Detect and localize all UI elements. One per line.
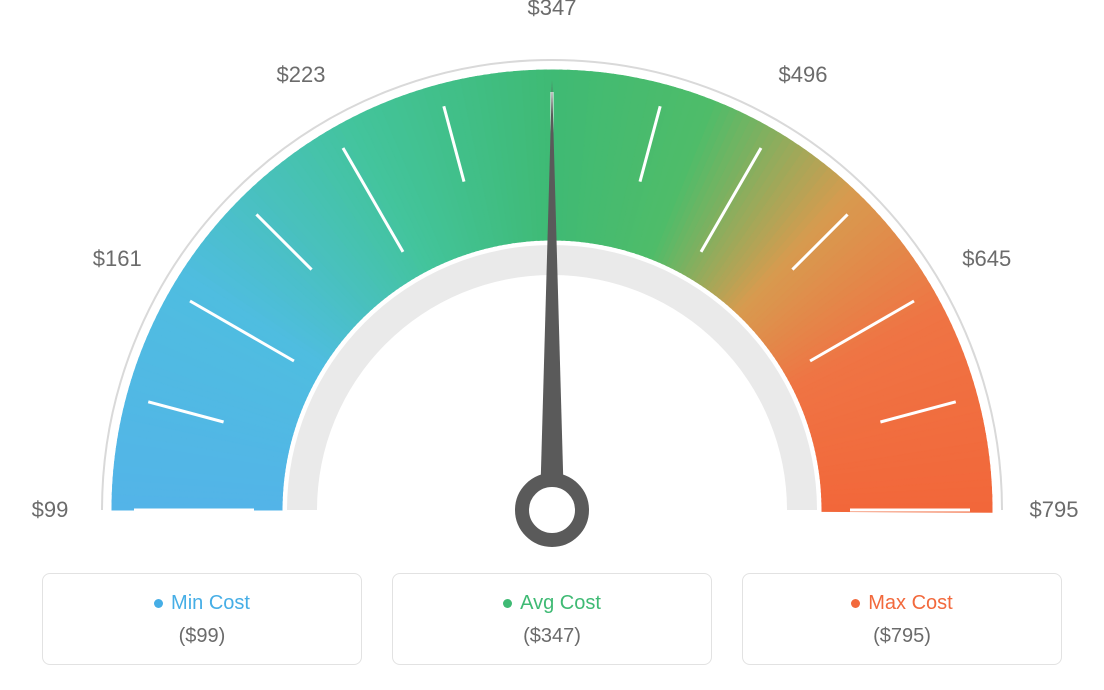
gauge-tick-label: $223 (277, 62, 326, 88)
legend-card-min: Min Cost ($99) (42, 573, 362, 665)
legend-max-label: Max Cost (851, 592, 952, 615)
gauge-tick-label: $347 (528, 0, 577, 21)
legend-card-max: Max Cost ($795) (742, 573, 1062, 665)
gauge-svg (0, 0, 1104, 560)
legend-avg-value: ($347) (403, 625, 701, 648)
legend-row: Min Cost ($99) Avg Cost ($347) Max Cost … (0, 573, 1104, 665)
legend-min-label: Min Cost (154, 592, 250, 615)
gauge-needle-hub (522, 480, 582, 540)
legend-avg-label: Avg Cost (503, 592, 601, 615)
legend-min-value: ($99) (53, 625, 351, 648)
gauge-tick-label: $496 (779, 62, 828, 88)
gauge-tick-label: $645 (962, 246, 1011, 272)
legend-max-value: ($795) (753, 625, 1051, 648)
gauge-tick-label: $795 (1030, 497, 1079, 523)
legend-card-avg: Avg Cost ($347) (392, 573, 712, 665)
gauge-chart: $99 $161 $223 $347 $496 $645 $795 (0, 0, 1104, 560)
gauge-tick-label: $99 (32, 497, 69, 523)
gauge-tick-label: $161 (93, 246, 142, 272)
